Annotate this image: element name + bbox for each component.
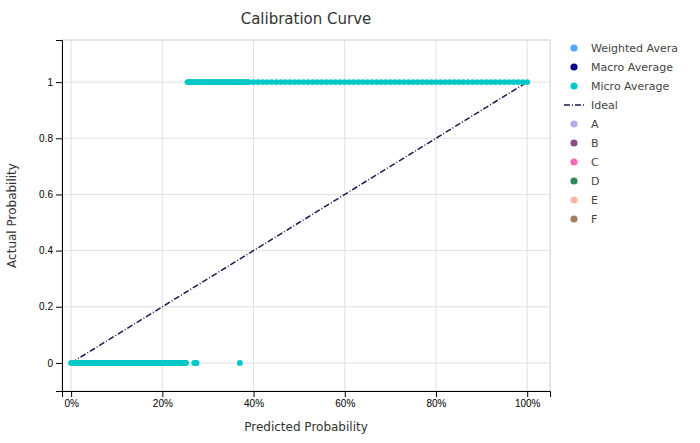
legend-item: Weighted Avera [570,42,678,55]
legend-swatch [570,82,577,89]
legend-item: Macro Average [570,61,673,74]
point [237,360,243,366]
tick-label: 80% [426,398,446,409]
tick-mark [162,391,163,397]
grid [62,40,550,391]
legend-label: A [591,118,599,131]
legend-item: Micro Average [570,80,669,93]
legend-label: B [591,137,599,150]
tick-label: 0 [47,358,53,369]
legend-swatch [570,63,577,70]
tick-mark [56,82,62,83]
tick: 0.6 [39,189,62,200]
chart: 0% 20% 40% 60% 80% 100% 0 0.2 0.4 0.6 0.8 1 Calibrat… [0,0,700,443]
grid-line-y [62,138,550,139]
tick-label: 40% [244,398,264,409]
grid-line-y [62,250,550,251]
x-axis-title: Predicted Probability [244,420,368,434]
legend-swatch [570,139,577,146]
tick-label: 0% [64,398,79,409]
tick: 0% [64,391,79,409]
tick: 0.2 [39,301,62,312]
legend-label: Ideal [591,99,618,112]
tick-mark [56,251,62,252]
marks [68,79,530,366]
grid-line-x [435,40,436,391]
axis-line [63,392,551,398]
legend-item: F [570,213,597,226]
legend-item: D [570,175,599,188]
tick: 0.4 [39,245,62,256]
tick-label: 1 [47,77,53,88]
legend-swatch [570,215,577,222]
legend-label: Micro Average [591,80,670,93]
grid-line-x [253,40,254,391]
tick: 20% [153,391,173,409]
legend-swatch [570,44,577,51]
tick: 60% [335,391,355,409]
legend-label: Weighted Avera [591,42,678,55]
y-axis-title: Actual Probability [5,163,19,268]
tick-label: 100% [515,398,541,409]
legend-item: A [570,118,599,131]
tick-mark [254,391,255,397]
legend-label: Macro Average [591,61,673,74]
tick-label: 0.4 [39,245,53,256]
axis-line [56,41,63,392]
point [524,79,530,85]
legend-swatch [570,196,577,203]
tick-mark [527,391,528,397]
tick: 100% [515,391,541,409]
tick-label: 0.6 [39,189,53,200]
legend: Weighted Avera Macro Average Micro Average… [564,42,678,226]
legend-label: C [591,156,599,169]
legend-label: E [591,194,598,207]
tick-mark [71,391,72,397]
plot: 0% 20% 40% 60% 80% 100% 0 0.2 0.4 0.6 0.8 1 [39,40,550,409]
point [183,360,189,366]
tick: 40% [244,391,264,409]
plot-frame [62,40,550,391]
legend-item: C [570,156,599,169]
legend-swatch [570,177,577,184]
tick: 0.8 [39,133,62,144]
line [71,82,527,363]
tick-label: 0.8 [39,133,53,144]
legend-swatch [570,158,577,165]
grid-line-x [162,40,163,391]
legend-swatch [564,104,584,106]
tick: 1 [47,77,62,88]
tick-mark [345,391,346,397]
tick: 80% [426,391,446,409]
tick-mark [56,307,62,308]
legend-item: B [570,137,598,150]
grid-line-x [71,40,72,391]
tick-label: 0.2 [39,301,53,312]
legend-swatch [570,120,577,127]
grid-line-x [344,40,345,391]
title: Calibration Curve [241,10,372,28]
tick-mark [56,194,62,195]
tick-label: 60% [335,398,355,409]
legend-label: F [591,213,597,226]
tick-mark [56,363,62,364]
x-axis: 0% 20% 40% 60% 80% 100% [63,391,551,409]
point [194,360,200,366]
grid-line-y [62,194,550,195]
legend-label: D [591,175,599,188]
tick-mark [436,391,437,397]
legend-item: Ideal [564,99,618,112]
tick-mark [56,138,62,139]
y-axis: 0 0.2 0.4 0.6 0.8 1 [39,41,62,392]
grid-line-x [527,40,528,391]
grid-line-y [62,306,550,307]
legend-item: E [570,194,598,207]
tick-label: 20% [153,398,173,409]
tick: 0 [47,358,62,369]
